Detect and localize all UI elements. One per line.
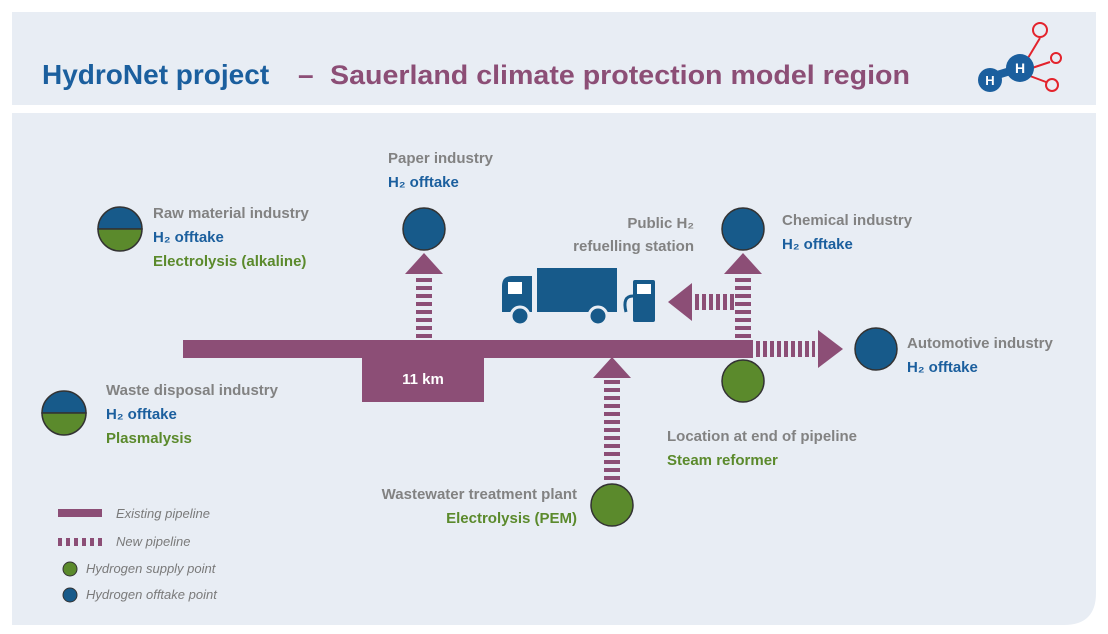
node-role: Plasmalysis xyxy=(106,430,192,447)
arrowheads xyxy=(405,253,843,378)
new-pipelines-h xyxy=(695,294,815,357)
subtitle: Sauerland climate protection model regio… xyxy=(330,60,910,90)
node-role: Steam reformer xyxy=(667,452,778,469)
legend-label: New pipeline xyxy=(116,534,190,549)
title: HydroNet project xyxy=(42,59,269,90)
legend-label: Existing pipeline xyxy=(116,506,210,521)
node-role: Electrolysis (alkaline) xyxy=(153,253,306,270)
node-role: H₂ offtake xyxy=(106,406,177,423)
separator: – xyxy=(298,59,314,90)
node-name: Wastewater treatment plant xyxy=(382,486,577,503)
node-role: H₂ offtake xyxy=(907,359,978,376)
node-name: Raw material industry xyxy=(153,205,310,222)
logo-h: H xyxy=(985,73,994,88)
legend-label: Hydrogen supply point xyxy=(86,561,217,576)
main-panel xyxy=(12,113,1096,625)
pipeline-label: 11 km xyxy=(402,371,444,388)
node-name: Waste disposal industry xyxy=(106,382,279,399)
truck-icon xyxy=(502,268,655,327)
pipeline-box xyxy=(362,340,484,402)
points xyxy=(41,206,898,527)
legend: Existing pipeline New pipeline Hydrogen … xyxy=(58,506,218,603)
logo: H H xyxy=(978,22,1062,92)
node-role: H₂ offtake xyxy=(153,229,224,246)
legend-label: Hydrogen offtake point xyxy=(86,587,218,602)
logo-h: H xyxy=(1015,60,1025,76)
node-name: Chemical industry xyxy=(782,212,913,229)
station-label: Public H₂ xyxy=(627,215,694,232)
header-band xyxy=(12,12,1096,105)
node-role: H₂ offtake xyxy=(782,236,853,253)
node-name: Paper industry xyxy=(388,150,494,167)
station-label: refuelling station xyxy=(573,238,694,255)
node-role: Electrolysis (PEM) xyxy=(446,510,577,527)
node-role: H₂ offtake xyxy=(388,174,459,191)
node-name: Location at end of pipeline xyxy=(667,428,857,445)
new-pipelines xyxy=(416,274,751,480)
node-name: Automotive industry xyxy=(907,335,1053,352)
